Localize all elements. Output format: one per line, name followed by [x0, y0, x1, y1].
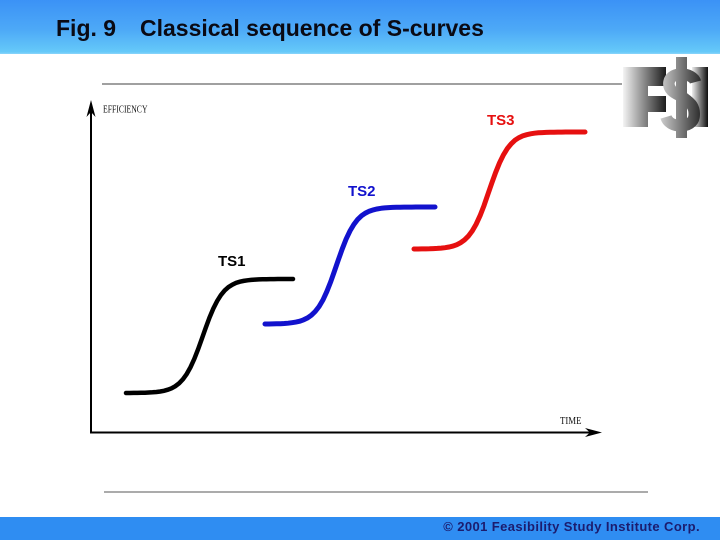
svg-text:EFFICIENCY: EFFICIENCY [103, 104, 148, 116]
svg-text:TIME: TIME [560, 415, 582, 427]
